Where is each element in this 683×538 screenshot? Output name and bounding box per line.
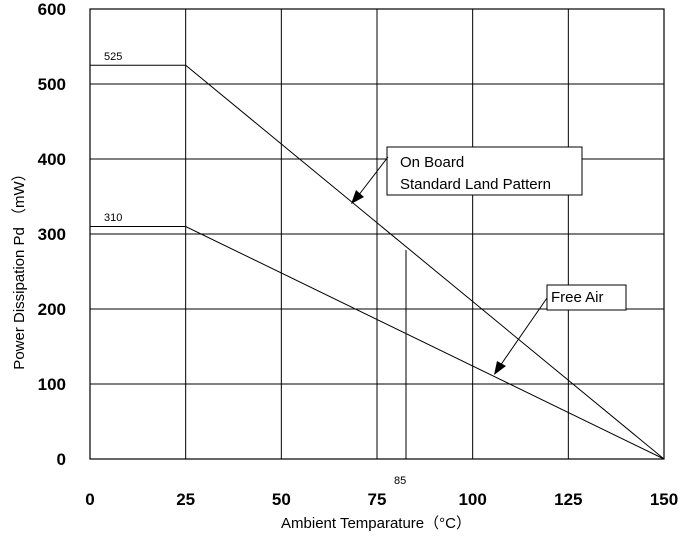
plot-border — [89, 8, 665, 460]
y-tick-label-4: 400 — [38, 150, 66, 169]
on-board-annotation-line1: On Board — [400, 154, 464, 171]
tick-labels: 0 25 50 75 100 125 150 0 100 200 300 400 500 600 — [38, 0, 679, 509]
x-axis-title: Ambient Temparature（°C） — [281, 515, 471, 532]
x-tick-label-6: 150 — [650, 490, 678, 509]
marker-85-label: 85 — [394, 475, 406, 487]
free-air-arrow-line — [499, 297, 548, 367]
x-tick-label-2: 50 — [272, 490, 291, 509]
y-tick-label-6: 600 — [38, 0, 66, 19]
value-label-525: 525 — [104, 51, 122, 63]
free-air-annotation-label: Free Air — [551, 289, 604, 306]
value-label-310: 310 — [104, 212, 122, 224]
on-board-arrow-line — [357, 156, 389, 197]
series-lines — [90, 64, 665, 460]
x-tick-label-0: 0 — [85, 490, 94, 509]
y-tick-label-2: 200 — [38, 300, 66, 319]
free-air-annotation-box — [546, 284, 627, 311]
on-board-annotation-box — [386, 146, 583, 196]
on-board-annotation-line2: Standard Land Pattern — [400, 176, 551, 193]
on-board-arrow-head — [351, 190, 364, 204]
x-tick-label-4: 100 — [458, 490, 486, 509]
x-tick-label-1: 25 — [176, 490, 195, 509]
y-tick-label-0: 0 — [57, 450, 66, 469]
x-tick-label-3: 75 — [368, 490, 387, 509]
y-tick-label-1: 100 — [38, 375, 66, 394]
grid-lines — [89, 8, 665, 460]
free-air-arrow-head — [494, 361, 506, 375]
series-line-0 — [90, 64, 665, 460]
series-line-1 — [90, 226, 665, 460]
y-tick-label-3: 300 — [38, 225, 66, 244]
x-tick-label-5: 125 — [554, 490, 582, 509]
y-tick-label-5: 500 — [38, 75, 66, 94]
y-axis-title: Power Dissipation Pd （mW） — [11, 166, 28, 369]
